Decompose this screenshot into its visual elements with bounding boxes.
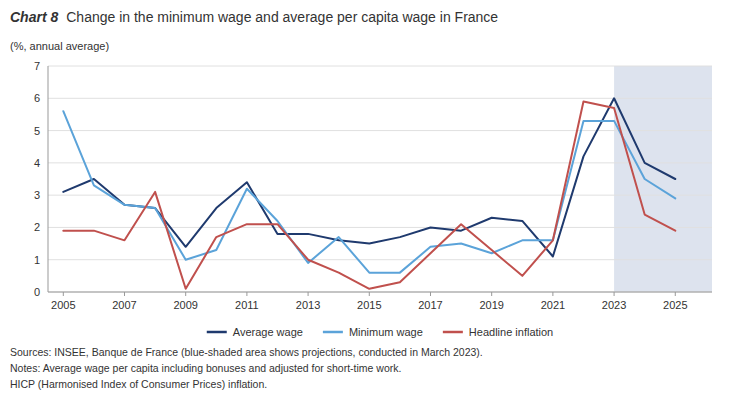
title: Chart 8 (10, 9, 58, 25)
footnote: Notes: Average wage per capita including… (10, 362, 401, 374)
x-tick (614, 292, 615, 296)
y-tick-label: 6 (34, 92, 40, 104)
grid-line (48, 98, 712, 99)
grid-line (48, 130, 712, 131)
x-tick (369, 292, 370, 296)
grid-line (48, 195, 712, 196)
x-tick (246, 292, 247, 296)
x-tick (63, 292, 64, 296)
shade-layer (614, 66, 712, 292)
x-tick-label: 2017 (418, 299, 442, 311)
series-line (63, 102, 675, 289)
y-tick-label: 4 (34, 157, 40, 169)
x-tick (491, 292, 492, 296)
y-tick-label: 7 (34, 60, 40, 72)
chart: Chart 8 Change in the minimum wage and av… (0, 0, 730, 409)
footnote: HICP (Harmonised Index of Consumer Price… (10, 378, 267, 390)
x-tick-label: 2019 (479, 299, 503, 311)
x-tick-label: 2005 (51, 299, 75, 311)
footnote: Sources: INSEE, Banque de France (blue-s… (10, 346, 483, 358)
grid-line (48, 162, 712, 163)
grid-line (48, 292, 712, 293)
x-tick (185, 292, 186, 296)
lines (63, 98, 675, 288)
x-tick-label: 2011 (235, 299, 259, 311)
subtitle: Change in the minimum wage and average p… (66, 9, 498, 25)
x-axis: 2005 2007 2009 2011 2013 2015 2017 2019 2021 2023… (51, 292, 687, 311)
x-tick-label: 2023 (602, 299, 626, 311)
x-tick (308, 292, 309, 296)
x-tick (552, 292, 553, 296)
y-axis-label: (%, annual average) (10, 40, 109, 52)
grid-line (48, 259, 712, 260)
x-tick-label: 2025 (663, 299, 687, 311)
y-tick-label: 2 (34, 221, 40, 233)
y-axis-line (48, 66, 49, 292)
legend-label: Average wage (233, 326, 303, 338)
legend-item: Minimum wage (323, 326, 423, 338)
legend-label: Minimum wage (349, 326, 423, 338)
legend-label: Headline inflation (469, 326, 553, 338)
x-axis-line (48, 292, 712, 293)
x-tick-label: 2007 (112, 299, 136, 311)
legend-item: Average wage (207, 326, 303, 338)
y-tick-label: 3 (34, 189, 40, 201)
x-tick-label: 2015 (357, 299, 381, 311)
y-axis: 0 1 2 3 4 5 6 7 (34, 60, 712, 298)
x-tick (124, 292, 125, 296)
x-tick-label: 2013 (296, 299, 320, 311)
x-tick (675, 292, 676, 296)
grid-line (48, 227, 712, 228)
legend-swatch (443, 331, 463, 334)
y-tick-label: 0 (34, 286, 40, 298)
legend: Average wage Minimum wage Headline inflati… (207, 326, 553, 338)
grid-line (48, 66, 712, 67)
legend-swatch (207, 331, 227, 334)
x-tick-label: 2009 (173, 299, 197, 311)
x-tick-label: 2021 (541, 299, 565, 311)
y-tick-label: 5 (34, 125, 40, 137)
legend-swatch (323, 331, 343, 334)
y-tick-label: 1 (34, 254, 40, 266)
projection-shade (614, 66, 712, 292)
legend-item: Headline inflation (443, 326, 553, 338)
x-tick (430, 292, 431, 296)
